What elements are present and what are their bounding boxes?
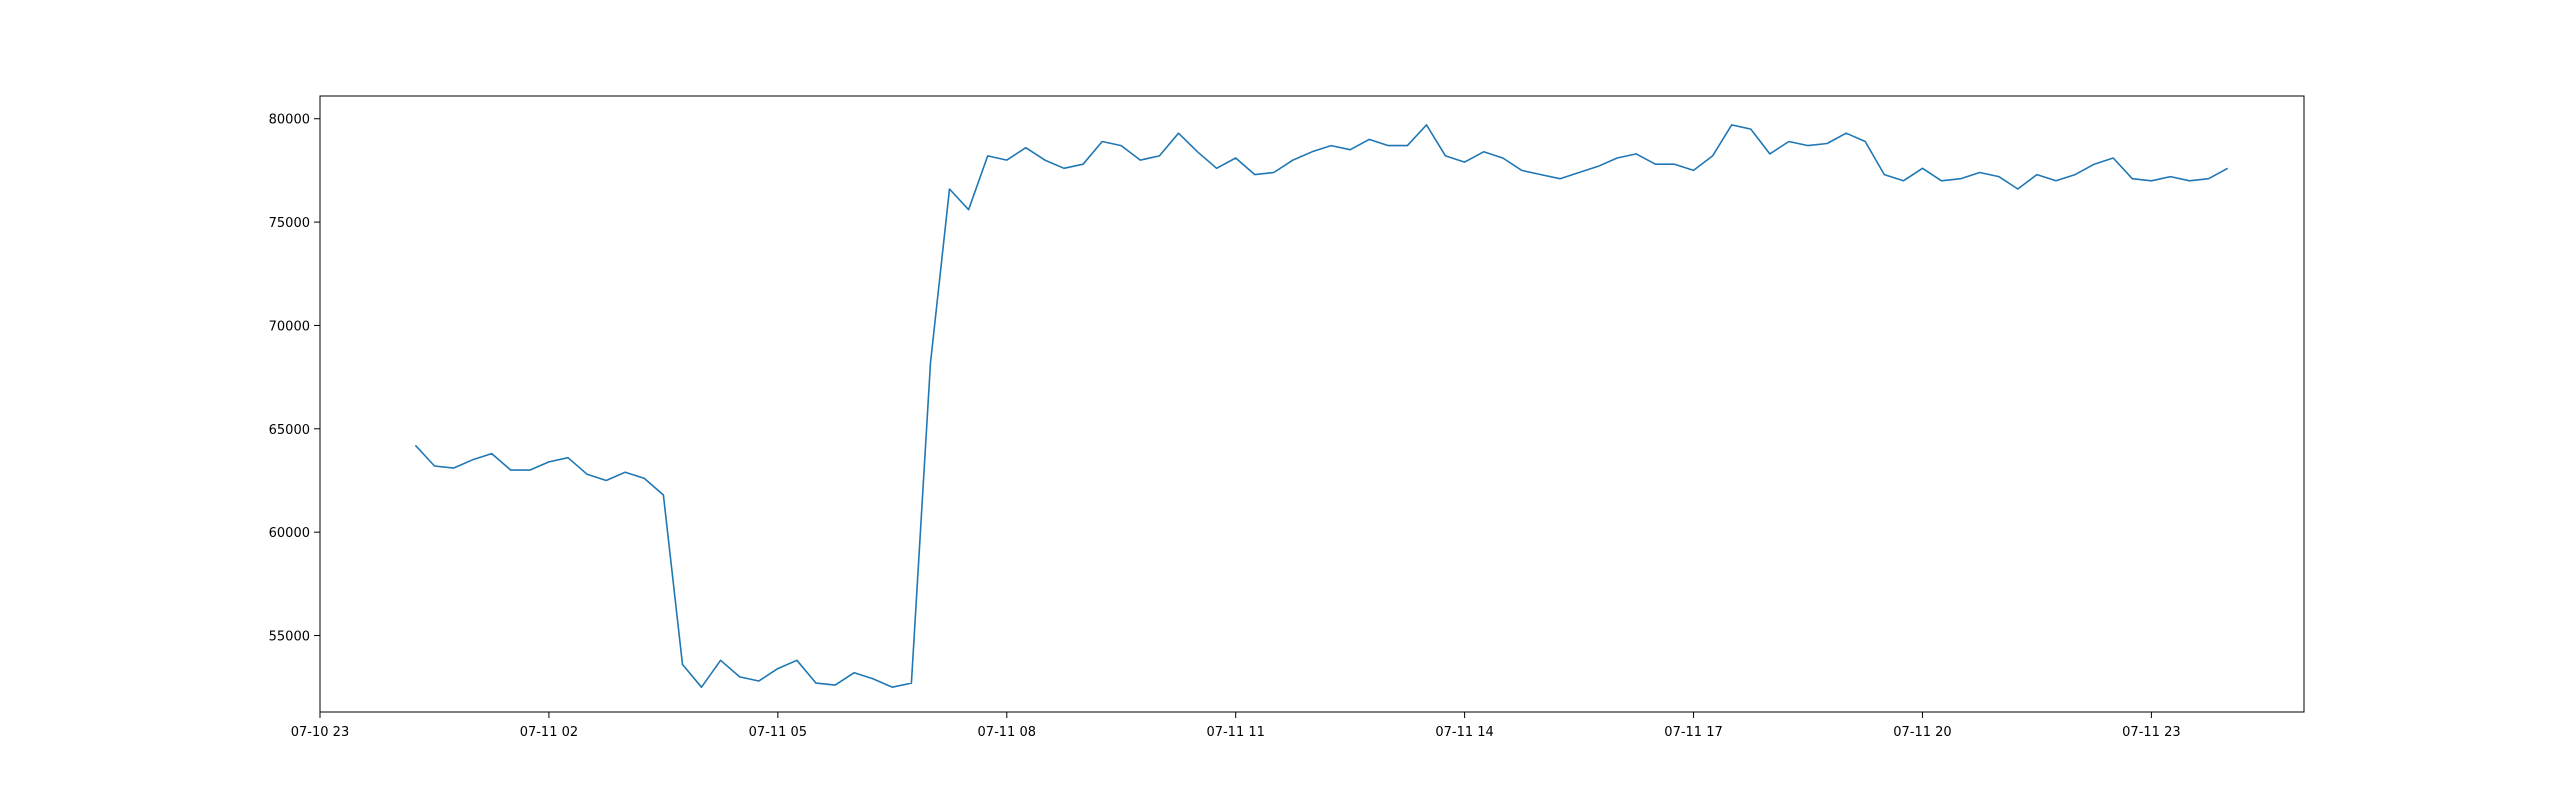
- x-tick-label: 07-11 23: [2122, 725, 2180, 740]
- x-tick-label: 07-11 14: [1435, 725, 1493, 740]
- series-line: [415, 125, 2227, 687]
- y-tick-label: 55000: [269, 630, 310, 645]
- y-tick-label: 60000: [269, 526, 310, 541]
- y-tick-label: 80000: [269, 113, 310, 128]
- x-tick-label: 07-11 20: [1893, 725, 1951, 740]
- x-tick-label: 07-11 02: [520, 725, 578, 740]
- plot-area-frame: [320, 96, 2304, 712]
- y-tick-label: 75000: [269, 216, 310, 231]
- x-tick-label: 07-11 05: [749, 725, 807, 740]
- y-tick-label: 70000: [269, 319, 310, 334]
- x-tick-label: 07-11 17: [1664, 725, 1722, 740]
- y-tick-label: 65000: [269, 423, 310, 438]
- x-tick-label: 07-11 08: [978, 725, 1036, 740]
- x-tick-label: 07-10 23: [291, 725, 349, 740]
- x-axis-ticks: 07-10 23 07-11 02 07-11 05 07-11 08 07-11 11…: [291, 712, 2181, 740]
- x-tick-label: 07-11 11: [1206, 725, 1264, 740]
- y-axis-ticks: 55000 60000 65000 70000 75000 80000: [269, 113, 320, 645]
- series-layer: [415, 125, 2227, 687]
